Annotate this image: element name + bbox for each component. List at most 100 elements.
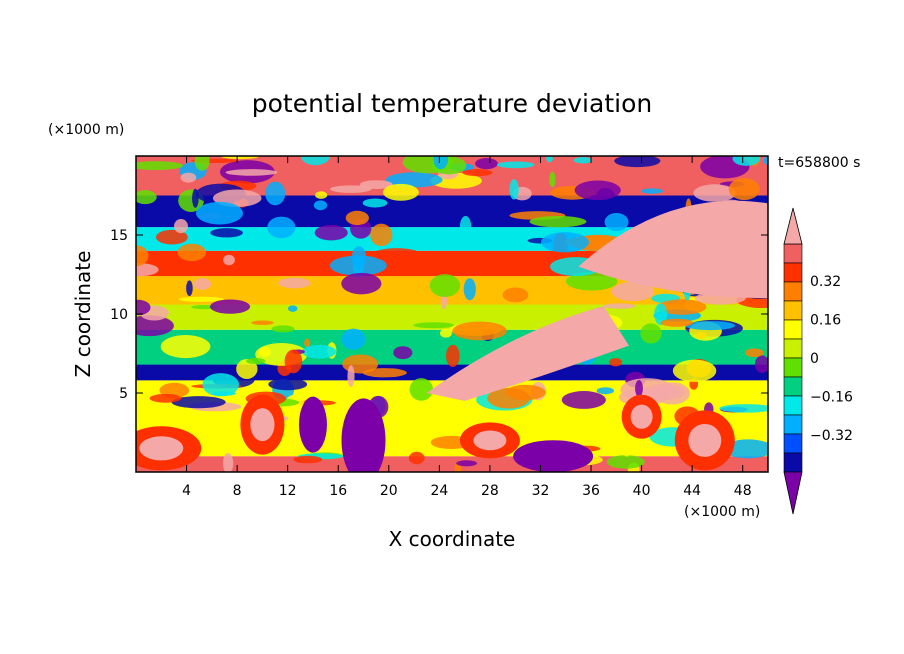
contour-patch [463, 278, 476, 301]
contour-patch [293, 455, 323, 464]
contour-patch [223, 254, 235, 266]
contour-patch [362, 198, 388, 208]
contour-patch [763, 156, 768, 165]
contour-patch [136, 299, 151, 316]
x-axis: 4 8 12 16 20 24 28 32 36 40 44 48 [182, 156, 752, 499]
contour-patch [409, 378, 434, 401]
contour-patch [574, 180, 621, 201]
contour-patch [174, 218, 188, 234]
contour-patch [672, 359, 717, 382]
contour-patch [196, 201, 243, 225]
contour-patch [635, 380, 643, 397]
x-tick-label: 20 [380, 483, 398, 499]
colorbar-segment [783, 281, 803, 302]
colorbar-label: −0.16 [810, 390, 853, 406]
contour-patch [462, 169, 493, 177]
contour-patch [177, 243, 207, 262]
colorbar-segment [783, 395, 803, 416]
contour-patch [300, 156, 331, 166]
contour-patch [496, 161, 535, 169]
x-tick-label: 12 [279, 483, 297, 499]
contour-patch [641, 188, 663, 194]
contour-patch [509, 179, 519, 200]
contour-patch [225, 169, 278, 176]
contour-patch [475, 158, 498, 170]
contour-patch [212, 391, 237, 396]
contour-patch [382, 183, 419, 201]
cold-intrusion [513, 440, 594, 472]
lower-swirl-core [139, 436, 184, 461]
contour-patch [459, 215, 472, 238]
contour-patch [712, 389, 740, 405]
contour-patch [372, 248, 421, 262]
x-axis-label: X coordinate [389, 527, 516, 551]
contour-patch [304, 338, 311, 348]
contour-patch [271, 325, 295, 333]
plot-area [136, 156, 768, 472]
contour-patch [341, 272, 382, 295]
contour-patch [155, 229, 188, 245]
warm-region [578, 200, 768, 299]
contour-patch [573, 157, 593, 164]
colorbar-segment [783, 300, 803, 321]
contour-patch [604, 212, 629, 232]
contour-patch [329, 255, 387, 276]
contour-patch [439, 328, 452, 338]
contour-patch [614, 156, 661, 168]
contour-patch [136, 161, 184, 171]
contour-patch [313, 200, 328, 211]
contour-patch [360, 386, 407, 401]
contour-patch [370, 223, 393, 247]
contour-patch [529, 215, 587, 228]
colorbar-segment [783, 319, 803, 340]
contour-patch [171, 396, 226, 409]
lower-swirl-core [688, 423, 722, 457]
colorbar-label: 0.16 [810, 312, 841, 328]
colorbar-label: −0.32 [810, 428, 853, 444]
contour-patch [314, 224, 348, 241]
contour-patch [268, 378, 308, 391]
contour-patch [606, 455, 645, 469]
colorbar-segment [783, 452, 803, 473]
colorbar-segment [783, 433, 803, 454]
contour-patch [728, 178, 760, 201]
colorbar: 0.32 0.16 0 −0.16 −0.32 [783, 207, 853, 515]
x-tick-label: 28 [481, 483, 499, 499]
lower-swirl-core [250, 408, 275, 442]
contour-patch [505, 384, 546, 401]
contour-patch [754, 355, 768, 373]
contour-patch [246, 357, 266, 365]
lower-swirl-core [630, 404, 653, 429]
contour-patch [222, 453, 234, 472]
contour-patch [654, 303, 668, 326]
contour-patch [362, 368, 407, 378]
y-axis: 5 10 15 [110, 228, 768, 402]
colorbar-segment [783, 414, 803, 435]
contour-patch [136, 263, 159, 277]
contour-patch [546, 156, 554, 163]
contour-patch [732, 156, 761, 166]
contour-patch [329, 185, 372, 193]
x-tick-label: 48 [734, 483, 752, 499]
colorbar-segment [783, 243, 803, 264]
x-tick-label: 36 [582, 483, 600, 499]
contour-patch [278, 277, 311, 289]
contour-patch [284, 349, 303, 374]
contour-patch [489, 262, 529, 268]
warm-plume [426, 306, 629, 401]
colorbar-segment [783, 262, 803, 283]
contour-patch [301, 344, 337, 359]
x-tick-label: 40 [633, 483, 651, 499]
contour-patch [194, 156, 210, 171]
contour-patch [561, 391, 606, 409]
contour-patch [549, 171, 556, 188]
x-tick-label: 24 [430, 483, 448, 499]
contour-patch [210, 299, 251, 314]
contour-patch [186, 280, 193, 297]
contour-patch [620, 378, 675, 402]
contour-patch [456, 460, 478, 467]
contour-patch [657, 299, 707, 315]
contour-patch [452, 321, 507, 341]
y-axis-unit: (×1000 m) [48, 122, 124, 138]
